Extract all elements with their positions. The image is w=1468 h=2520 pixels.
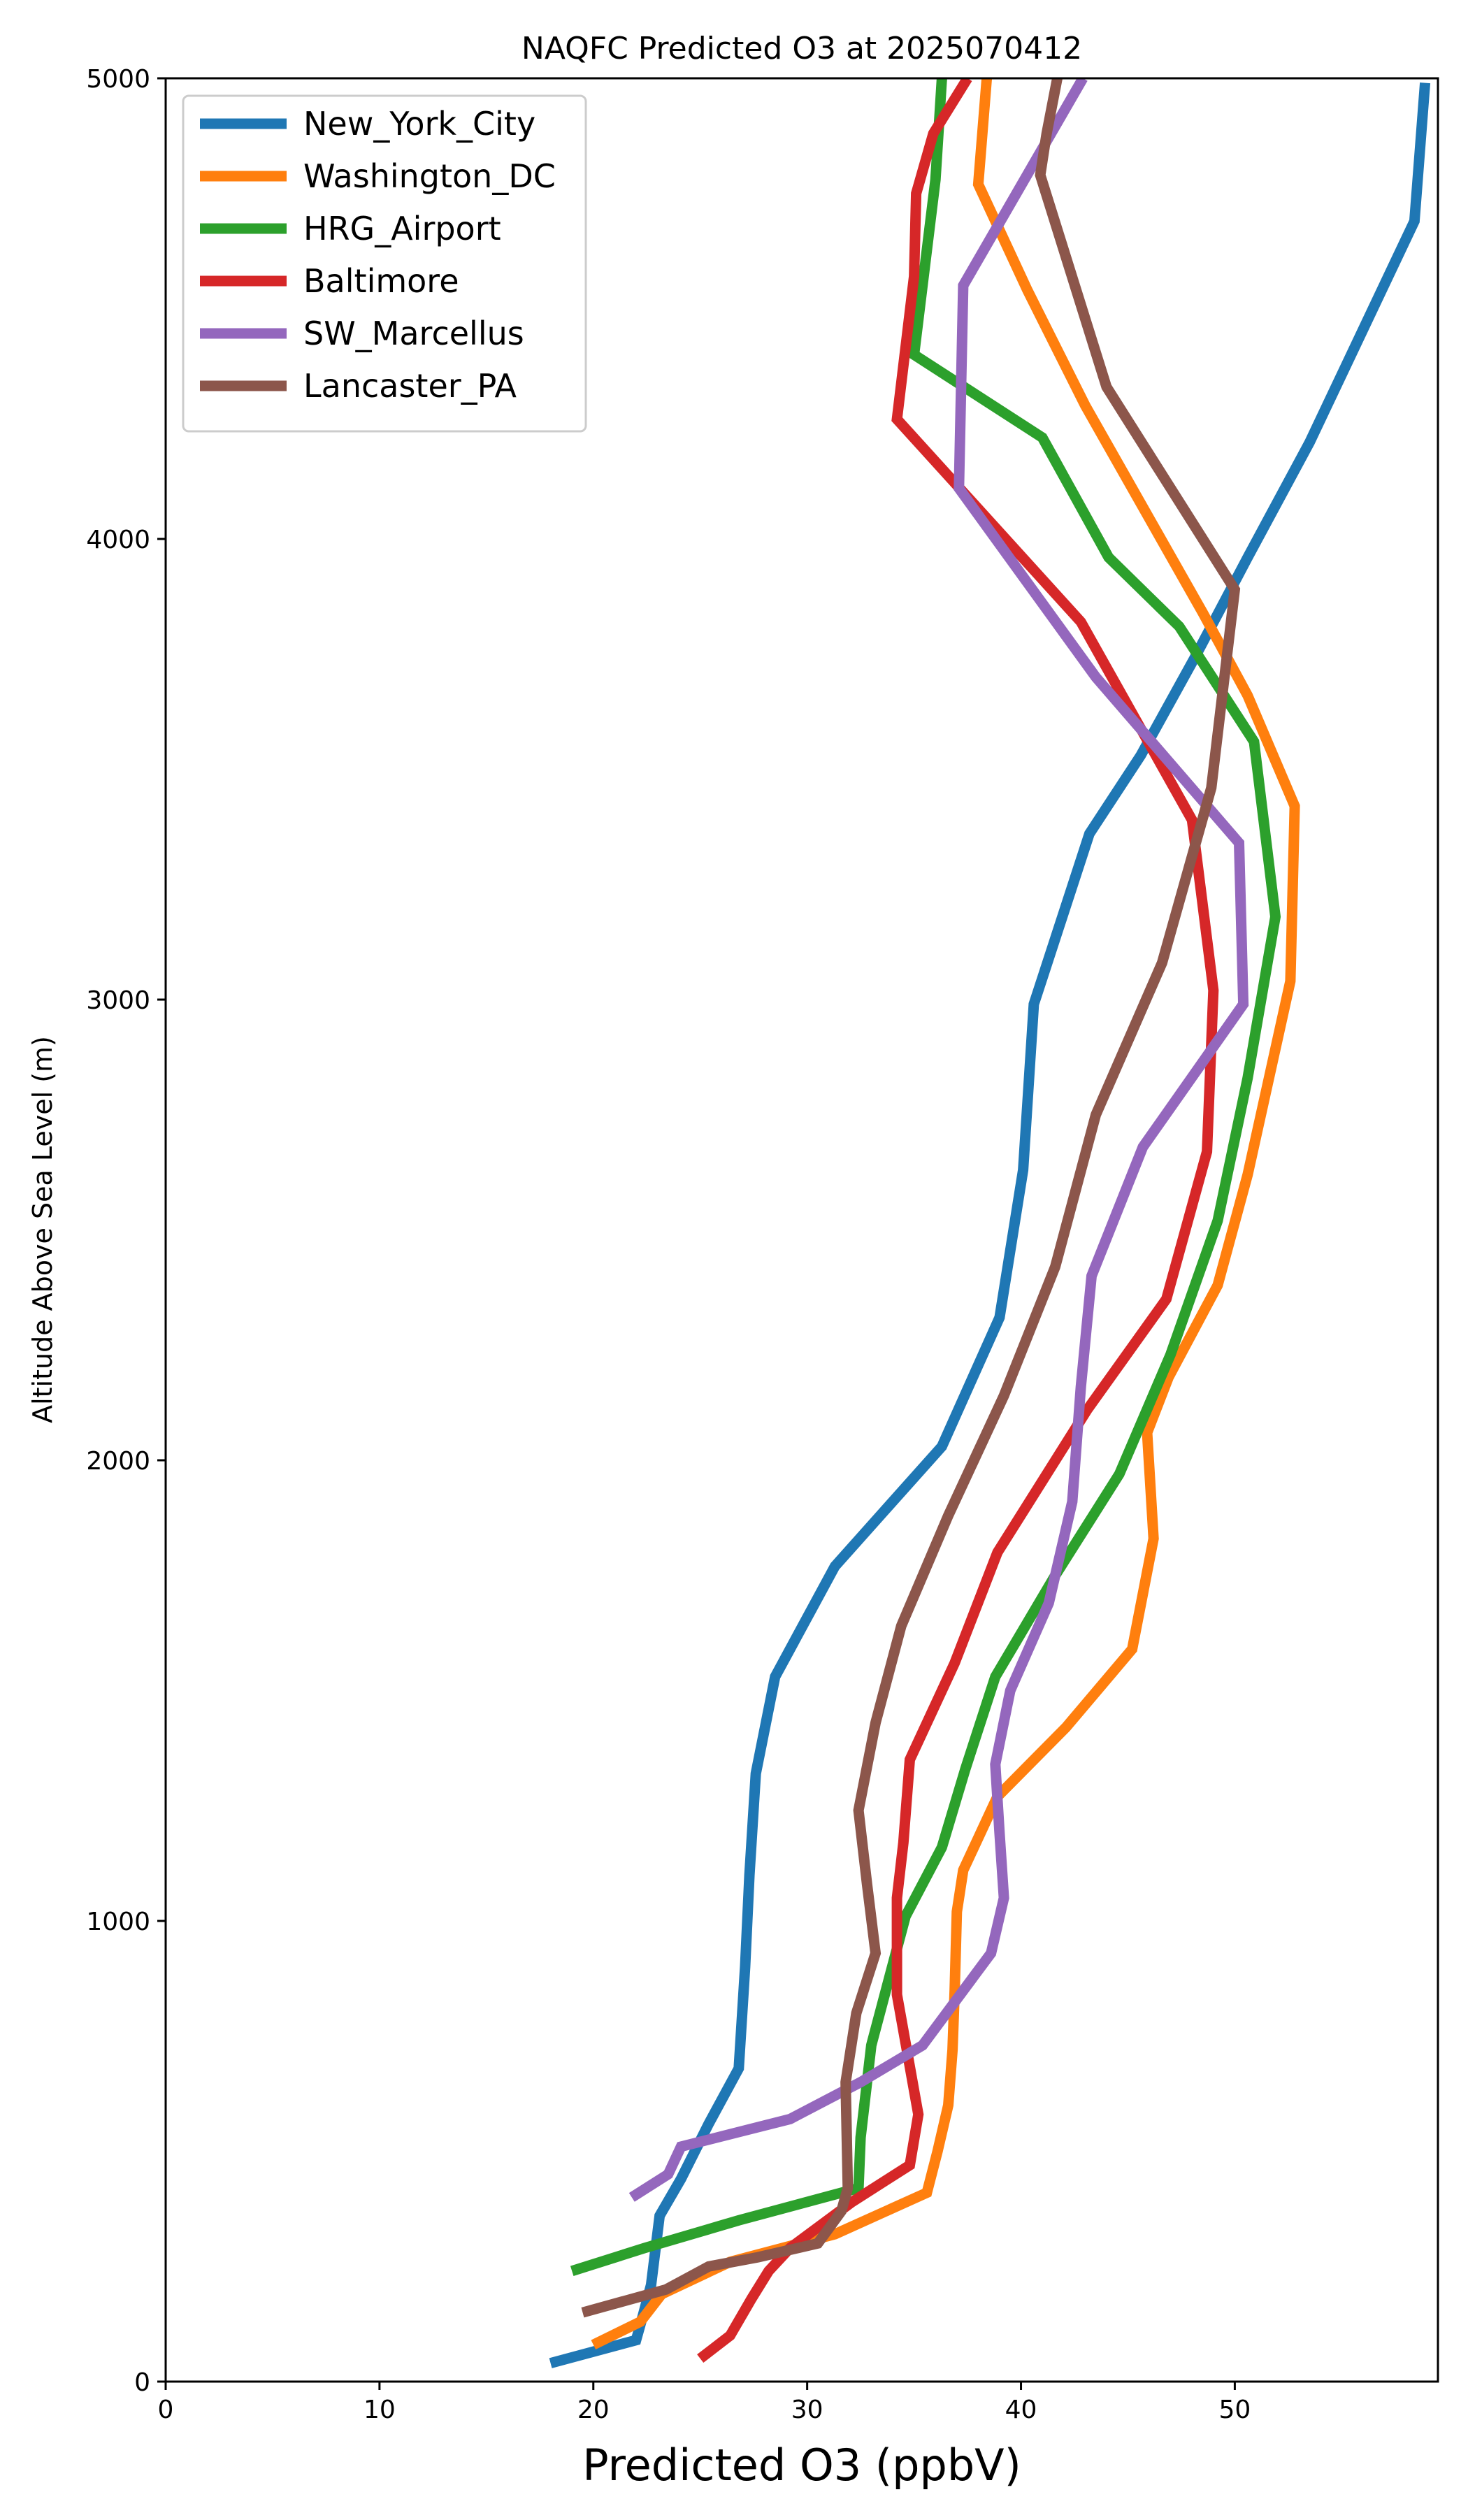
legend: New_York_City Washington_DC HRG_Airport Bal… bbox=[182, 94, 587, 433]
x-tick-label: 0 bbox=[158, 2396, 174, 2424]
chart-title: NAQFC Predicted O3 at 2025070412 bbox=[521, 31, 1082, 66]
y-tick-label: 0 bbox=[134, 2368, 150, 2397]
y-tick-label: 4000 bbox=[86, 526, 150, 554]
y-tick-label: 3000 bbox=[86, 986, 150, 1015]
legend-label: Washington_DC bbox=[303, 157, 556, 195]
x-tick-label: 20 bbox=[577, 2396, 610, 2424]
y-tick-label: 1000 bbox=[86, 1908, 150, 1936]
legend-label: HRG_Airport bbox=[303, 210, 501, 247]
x-tick-label: 40 bbox=[1005, 2396, 1037, 2424]
x-tick-label: 10 bbox=[364, 2396, 396, 2424]
plot-area-frame bbox=[164, 77, 1439, 2383]
series-layer bbox=[549, 78, 1431, 2368]
y-axis-label: Altitude Above Sea Level (m) bbox=[27, 1036, 58, 1423]
x-tick-label: 30 bbox=[791, 2396, 823, 2424]
legend-label: Baltimore bbox=[303, 262, 459, 300]
series-line-hrg-airport bbox=[570, 78, 1281, 2276]
tick-layer: 0 10 20 30 40 50 0 1000 2000 3000 4000 5000 bbox=[86, 65, 1251, 2424]
y-tick-label: 2000 bbox=[86, 1447, 150, 1476]
series-line-sw-marcellus bbox=[628, 78, 1249, 2202]
y-tick-label: 5000 bbox=[86, 65, 150, 94]
x-axis-label: Predicted O3 (ppbV) bbox=[582, 2440, 1021, 2491]
legend-label: SW_Marcellus bbox=[303, 315, 524, 352]
series-line-new-york-city bbox=[549, 82, 1431, 2368]
x-tick-label: 50 bbox=[1219, 2396, 1251, 2424]
legend-label: Lancaster_PA bbox=[303, 367, 517, 405]
series-line-lancaster-pa bbox=[581, 78, 1241, 2318]
legend-label: New_York_City bbox=[303, 105, 535, 143]
